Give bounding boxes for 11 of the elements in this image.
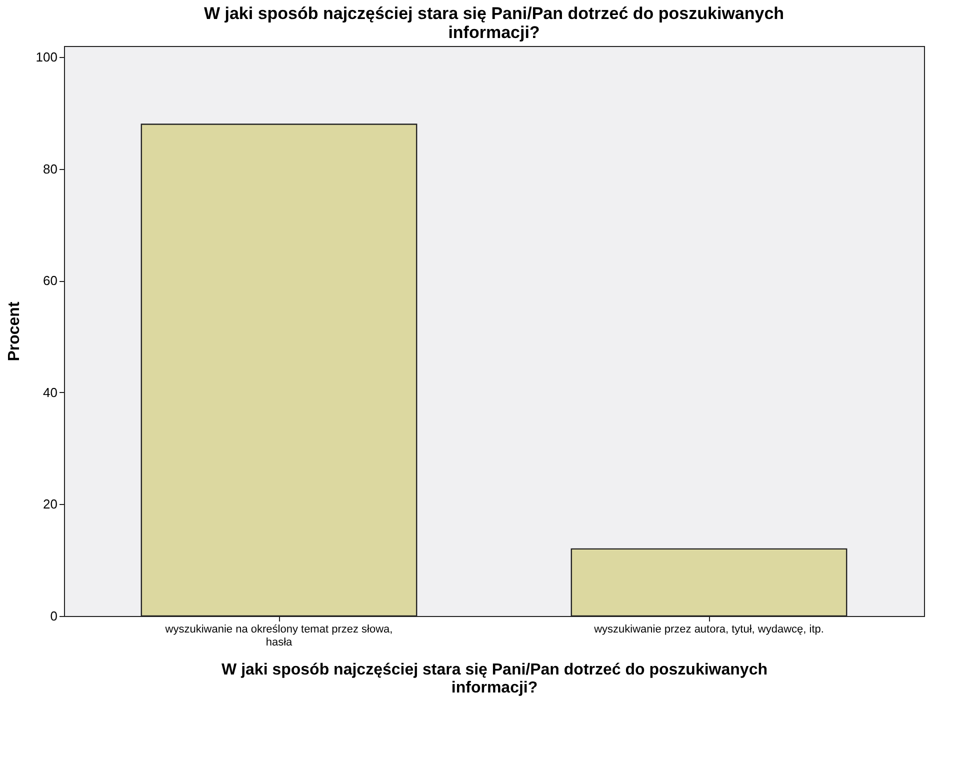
chart-title: W jaki sposób najczęściej stara się Pani/Pan dotrzeć do poszukiwanych informacji? [204,4,784,42]
y-tick-label: 0 [50,608,58,624]
y-tick-label: 80 [43,161,58,176]
x-tick-label: wyszukiwanie przez autora, tytuł, wydawcę, itp. [593,624,824,636]
x-tick-label: wyszukiwanie na określony temat przez słowa, hasła [164,624,393,648]
y-tick-label: 20 [43,496,58,512]
x-axis-title: W jaki sposób najczęściej stara się Pani/Pan dotrzeć do poszukiwanych informacji? [222,662,768,696]
y-tick-label: 40 [43,384,58,400]
y-tick-label: 60 [43,273,58,288]
y-tick-label: 100 [36,50,58,65]
y-axis-title: Procent [6,301,23,362]
